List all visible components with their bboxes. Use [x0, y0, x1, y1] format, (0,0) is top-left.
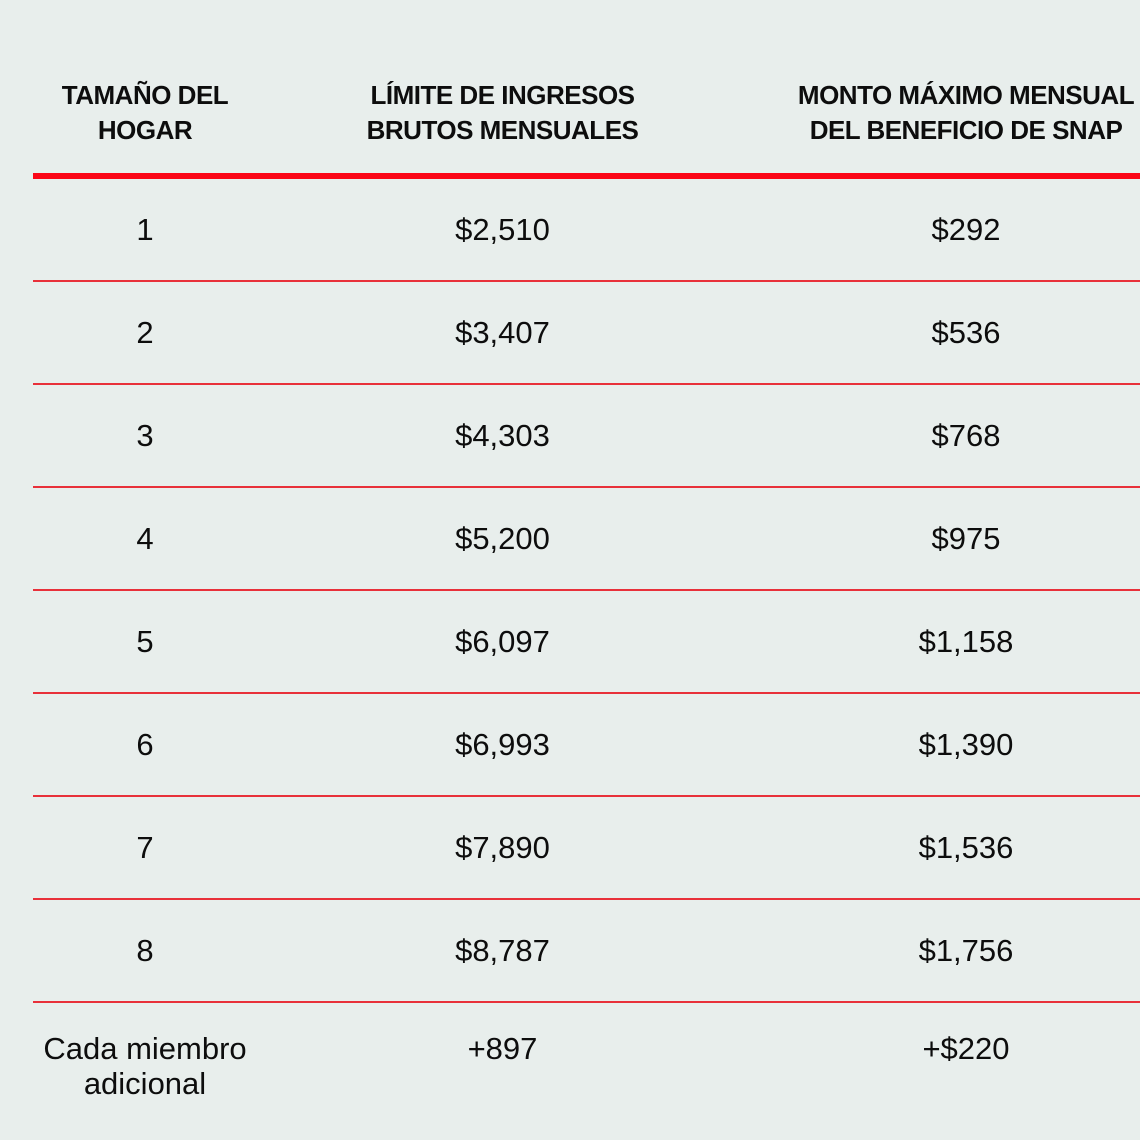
benefit-value: $768 — [931, 418, 1001, 453]
row-divider — [33, 589, 1140, 591]
benefit-value: $536 — [931, 315, 1001, 350]
household-size-value: Cada miembro adicional — [43, 1031, 247, 1101]
benefit-value: $1,536 — [918, 830, 1014, 865]
benefit-value: +$220 — [922, 1031, 1010, 1066]
table-row-2: 2 $3,407 $536 — [0, 282, 1140, 383]
header-max-snap-benefit: MONTO MÁXIMO MENSUAL DEL BENEFICIO DE SN… — [797, 80, 1135, 145]
header-divider-rule — [33, 173, 1140, 179]
table-row-8: 8 $8,787 $1,756 — [0, 900, 1140, 1001]
table-row-5: 5 $6,097 $1,158 — [0, 591, 1140, 692]
household-size-value: 7 — [136, 830, 154, 865]
income-limit-value: +897 — [467, 1031, 538, 1066]
income-limit-value: $8,787 — [455, 933, 550, 968]
benefit-value: $1,756 — [918, 933, 1014, 968]
row-divider — [33, 383, 1140, 385]
header-household-size: TAMAÑO DEL HOGAR — [61, 80, 229, 145]
table-row-additional-member: Cada miembro adicional +897 +$220 — [0, 1003, 1140, 1101]
row-divider — [33, 692, 1140, 694]
snap-benefits-table: TAMAÑO DEL HOGAR LÍMITE DE INGRESOS BRUT… — [0, 0, 1140, 1101]
table-row-6: 6 $6,993 $1,390 — [0, 694, 1140, 795]
row-divider — [33, 795, 1140, 797]
table-row-7: 7 $7,890 $1,536 — [0, 797, 1140, 898]
table-row-4: 4 $5,200 $975 — [0, 488, 1140, 589]
row-divider — [33, 1001, 1140, 1003]
table-header-row: TAMAÑO DEL HOGAR LÍMITE DE INGRESOS BRUT… — [0, 0, 1140, 148]
household-size-value: 3 — [136, 418, 154, 453]
household-size-value: 5 — [136, 624, 154, 659]
income-limit-value: $3,407 — [455, 315, 550, 350]
income-limit-value: $2,510 — [455, 212, 550, 247]
table-row-1: 1 $2,510 $292 — [0, 179, 1140, 280]
income-limit-value: $5,200 — [455, 521, 550, 556]
income-limit-value: $7,890 — [455, 830, 550, 865]
row-divider — [33, 898, 1140, 900]
income-limit-value: $6,993 — [455, 727, 550, 762]
household-size-value: 2 — [136, 315, 154, 350]
income-limit-value: $6,097 — [455, 624, 550, 659]
benefit-value: $975 — [931, 521, 1001, 556]
household-size-value: 8 — [136, 933, 154, 968]
benefit-value: $292 — [931, 212, 1001, 247]
row-divider — [33, 280, 1140, 282]
benefit-value: $1,158 — [918, 624, 1014, 659]
table-row-3: 3 $4,303 $768 — [0, 385, 1140, 486]
household-size-value: 6 — [136, 727, 154, 762]
household-size-value: 4 — [136, 521, 154, 556]
household-size-value: 1 — [136, 212, 154, 247]
row-divider — [33, 486, 1140, 488]
income-limit-value: $4,303 — [455, 418, 550, 453]
header-gross-income-limit: LÍMITE DE INGRESOS BRUTOS MENSUALES — [366, 80, 639, 145]
benefit-value: $1,390 — [918, 727, 1014, 762]
